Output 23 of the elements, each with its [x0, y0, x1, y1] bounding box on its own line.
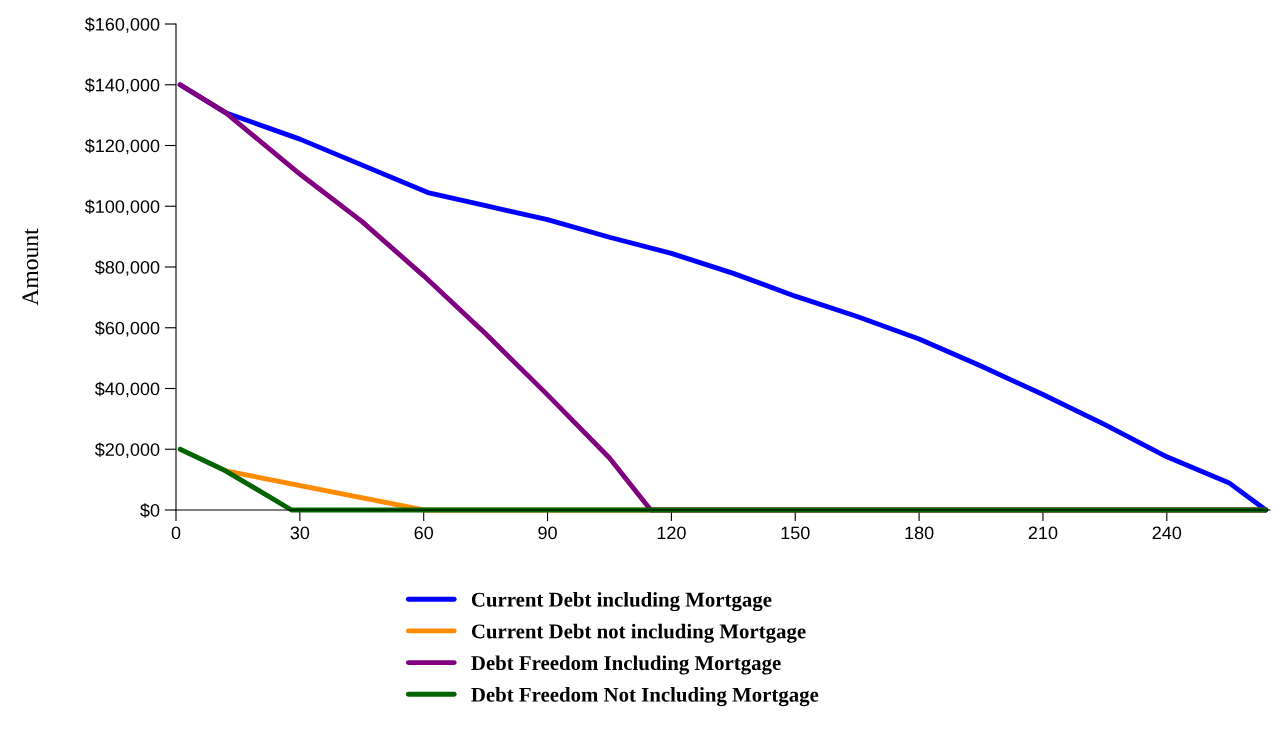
- y-tick-label: $80,000: [94, 260, 160, 276]
- x-tick-label: 90: [538, 526, 557, 540]
- x-tick-label: 150: [781, 526, 810, 540]
- y-axis-title: Amount: [22, 228, 39, 306]
- legend-label: Current Debt including Mortgage: [471, 592, 772, 612]
- y-tick-label: $0: [140, 503, 160, 518]
- y-tick-label: $40,000: [94, 381, 160, 398]
- x-tick-label: 210: [1028, 526, 1058, 540]
- legend-label: Debt Freedom Not Including Mortgage: [471, 687, 819, 707]
- x-tick-label: 60: [414, 526, 434, 540]
- x-tick-label: 240: [1152, 526, 1182, 540]
- legend-label: Debt Freedom Including Mortgage: [471, 655, 781, 675]
- y-tick-label: $120,000: [84, 138, 160, 155]
- x-tick-label: 0: [171, 526, 181, 540]
- y-tick-label: $140,000: [84, 77, 160, 94]
- y-tick-label: $60,000: [94, 320, 160, 337]
- legend-label: Current Debt not including Mortgage: [471, 623, 806, 643]
- x-tick-label: 120: [657, 526, 686, 540]
- x-tick-label: 180: [905, 526, 934, 540]
- y-tick-label: $20,000: [94, 442, 160, 459]
- y-tick-label: $160,000: [84, 17, 160, 33]
- y-tick-label: $100,000: [84, 199, 160, 216]
- x-tick-label: 30: [290, 526, 310, 540]
